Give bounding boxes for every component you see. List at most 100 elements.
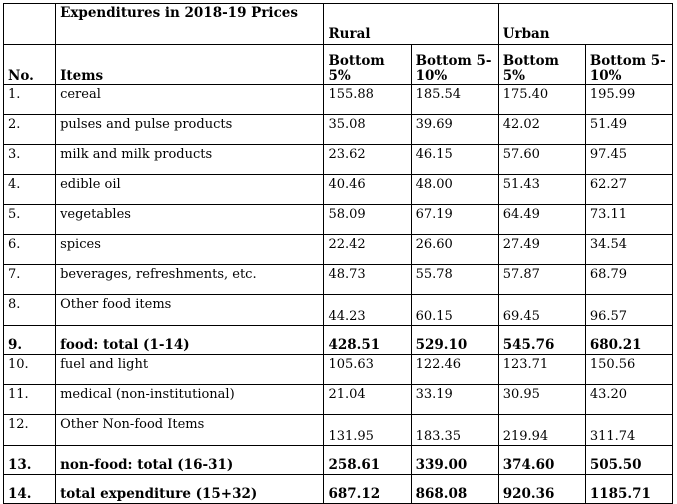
- rural-bottom5-10-value: 67.19: [410, 204, 499, 235]
- row-number: 10.: [2, 354, 57, 385]
- urban-bottom5-10-value: 680.21: [584, 325, 674, 355]
- urban-bottom5-10-value: 51.49: [584, 114, 674, 145]
- rural-bottom5-value: 58.09: [323, 204, 412, 235]
- rural-bottom5-10-value: 122.46: [410, 354, 499, 385]
- rural-bottom5-value: 48.73: [323, 264, 412, 295]
- rural-bottom5-value: 428.51: [323, 325, 412, 355]
- rural-bottom5-value: 687.12: [323, 474, 412, 504]
- row-item: medical (non-institutional): [55, 384, 325, 415]
- table-row: 10. fuel and light 105.63 122.46 123.71 …: [2, 354, 674, 385]
- table-row: 2. pulses and pulse products 35.08 39.69…: [2, 114, 674, 145]
- row-item: cereal: [55, 84, 325, 115]
- urban-bottom5-10-value: 68.79: [584, 264, 674, 295]
- expenditure-table: Expenditures in 2018-19 Prices Rural Urb…: [2, 3, 674, 504]
- table-row: 1. cereal 155.88 185.54 175.40 195.99: [2, 84, 674, 115]
- row-number: 7.: [2, 264, 57, 295]
- urban-bottom5-value: 57.87: [497, 264, 586, 295]
- row-item: Other Non-food Items: [55, 414, 325, 446]
- urban-bottom5-10-value: 96.57: [584, 294, 674, 326]
- urban-header: Urban: [497, 3, 674, 45]
- rural-bottom5-value: 44.23: [323, 294, 412, 326]
- rural-bottom5-10-value: 868.08: [410, 474, 499, 504]
- rural-bottom5-value: 35.08: [323, 114, 412, 145]
- urban-bottom5-10-header: Bottom 5-10%: [584, 44, 674, 85]
- row-item: edible oil: [55, 174, 325, 205]
- rural-bottom5-value: 155.88: [323, 84, 412, 115]
- rural-header: Rural: [323, 3, 499, 45]
- urban-bottom5-value: 57.60: [497, 144, 586, 175]
- row-number: 1.: [2, 84, 57, 115]
- rural-bottom5-header: Bottom 5%: [323, 44, 412, 85]
- urban-bottom5-value: 30.95: [497, 384, 586, 415]
- rural-bottom5-value: 131.95: [323, 414, 412, 446]
- urban-bottom5-value: 27.49: [497, 234, 586, 265]
- rural-bottom5-10-value: 183.35: [410, 414, 499, 446]
- urban-bottom5-10-value: 34.54: [584, 234, 674, 265]
- urban-bottom5-10-value: 195.99: [584, 84, 674, 115]
- rural-bottom5-10-value: 60.15: [410, 294, 499, 326]
- table-row: 6. spices 22.42 26.60 27.49 34.54: [2, 234, 674, 265]
- no-column-header: No.: [2, 44, 57, 85]
- table-row: 12. Other Non-food Items 131.95 183.35 2…: [2, 414, 674, 446]
- table-row-total: 13. non-food: total (16-31) 258.61 339.0…: [2, 445, 674, 475]
- row-number: 8.: [2, 294, 57, 326]
- urban-bottom5-value: 374.60: [497, 445, 586, 475]
- urban-bottom5-value: 175.40: [497, 84, 586, 115]
- row-number: 13.: [2, 445, 57, 475]
- urban-bottom5-10-value: 62.27: [584, 174, 674, 205]
- rural-bottom5-10-value: 529.10: [410, 325, 499, 355]
- urban-bottom5-10-value: 1185.71: [584, 474, 674, 504]
- header-no-top-cell: [2, 3, 57, 45]
- items-column-header: Items: [55, 44, 325, 85]
- urban-bottom5-10-value: 311.74: [584, 414, 674, 446]
- rural-bottom5-value: 23.62: [323, 144, 412, 175]
- row-item: vegetables: [55, 204, 325, 235]
- row-number: 5.: [2, 204, 57, 235]
- row-item: fuel and light: [55, 354, 325, 385]
- rural-bottom5-10-header: Bottom 5-10%: [410, 44, 499, 85]
- urban-bottom5-value: 219.94: [497, 414, 586, 446]
- rural-bottom5-10-value: 39.69: [410, 114, 499, 145]
- urban-bottom5-10-value: 97.45: [584, 144, 674, 175]
- row-number: 14.: [2, 474, 57, 504]
- rural-bottom5-value: 105.63: [323, 354, 412, 385]
- row-item: food: total (1-14): [55, 325, 325, 355]
- rural-bottom5-10-value: 339.00: [410, 445, 499, 475]
- rural-bottom5-value: 258.61: [323, 445, 412, 475]
- table-row: 11. medical (non-institutional) 21.04 33…: [2, 384, 674, 415]
- row-item: total expenditure (15+32): [55, 474, 325, 504]
- table-row-total: 9. food: total (1-14) 428.51 529.10 545.…: [2, 325, 674, 355]
- row-number: 2.: [2, 114, 57, 145]
- rural-bottom5-value: 22.42: [323, 234, 412, 265]
- row-item: Other food items: [55, 294, 325, 326]
- table-title: Expenditures in 2018-19 Prices: [55, 3, 325, 45]
- row-number: 6.: [2, 234, 57, 265]
- urban-bottom5-value: 51.43: [497, 174, 586, 205]
- row-number: 4.: [2, 174, 57, 205]
- row-item: pulses and pulse products: [55, 114, 325, 145]
- rural-bottom5-value: 21.04: [323, 384, 412, 415]
- urban-bottom5-10-value: 43.20: [584, 384, 674, 415]
- rural-bottom5-10-value: 48.00: [410, 174, 499, 205]
- row-number: 11.: [2, 384, 57, 415]
- rural-bottom5-10-value: 33.19: [410, 384, 499, 415]
- rural-bottom5-10-value: 26.60: [410, 234, 499, 265]
- urban-bottom5-value: 920.36: [497, 474, 586, 504]
- row-item: beverages, refreshments, etc.: [55, 264, 325, 295]
- urban-bottom5-10-value: 150.56: [584, 354, 674, 385]
- urban-bottom5-value: 545.76: [497, 325, 586, 355]
- rural-bottom5-value: 40.46: [323, 174, 412, 205]
- urban-bottom5-value: 123.71: [497, 354, 586, 385]
- row-item: spices: [55, 234, 325, 265]
- rural-bottom5-10-value: 46.15: [410, 144, 499, 175]
- urban-bottom5-10-value: 505.50: [584, 445, 674, 475]
- urban-bottom5-value: 42.02: [497, 114, 586, 145]
- row-item: milk and milk products: [55, 144, 325, 175]
- row-number: 12.: [2, 414, 57, 446]
- rural-bottom5-10-value: 185.54: [410, 84, 499, 115]
- row-item: non-food: total (16-31): [55, 445, 325, 475]
- urban-bottom5-value: 64.49: [497, 204, 586, 235]
- table-row-total: 14. total expenditure (15+32) 687.12 868…: [2, 474, 674, 504]
- urban-bottom5-10-value: 73.11: [584, 204, 674, 235]
- table-row: 8. Other food items 44.23 60.15 69.45 96…: [2, 294, 674, 326]
